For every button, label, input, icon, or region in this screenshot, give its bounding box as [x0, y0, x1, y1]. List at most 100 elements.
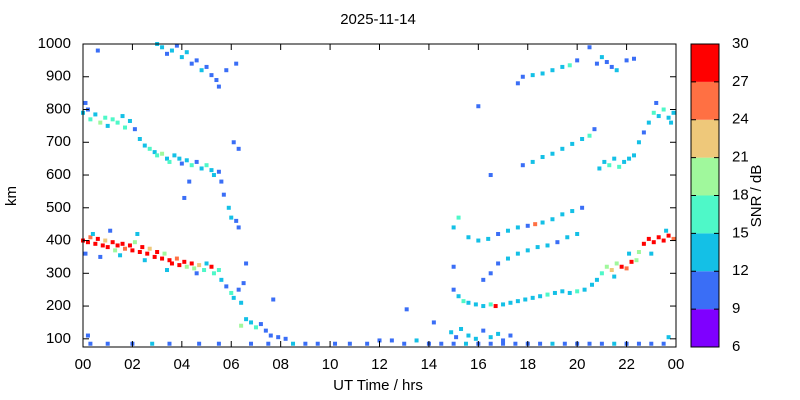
data-point — [177, 263, 182, 268]
x-tick-label: 14 — [421, 356, 438, 373]
data-point — [641, 130, 646, 135]
data-point — [140, 245, 145, 250]
data-point — [174, 256, 179, 261]
data-point — [160, 45, 165, 50]
data-point — [481, 304, 486, 309]
data-point — [567, 63, 572, 68]
data-point — [570, 209, 575, 214]
data-point — [249, 341, 254, 346]
y-axis-label: km — [3, 186, 20, 206]
colorbar-label: SNR / dB — [748, 165, 765, 228]
data-point — [236, 146, 241, 151]
data-point — [179, 161, 184, 166]
data-point — [488, 302, 493, 307]
data-point — [493, 304, 498, 309]
data-point — [204, 64, 209, 69]
x-axis-label: UT Time / hrs — [333, 377, 423, 394]
data-point — [515, 225, 520, 230]
x-tick-label: 00 — [668, 356, 685, 373]
data-point — [449, 330, 454, 335]
data-point — [88, 117, 93, 122]
data-point — [249, 320, 254, 325]
data-point — [560, 289, 565, 294]
data-point — [145, 251, 150, 256]
y-tick-label: 100 — [46, 330, 71, 347]
x-tick-label: 02 — [124, 356, 141, 373]
data-point — [636, 250, 641, 255]
data-point — [496, 231, 501, 236]
data-point — [194, 58, 199, 63]
data-point — [550, 68, 555, 73]
data-point — [631, 153, 636, 158]
data-point — [496, 261, 501, 266]
data-point — [266, 341, 271, 346]
data-point — [93, 112, 98, 117]
data-point — [147, 246, 152, 251]
data-point — [508, 333, 513, 338]
data-point — [172, 153, 177, 158]
data-point — [669, 120, 674, 125]
data-point — [236, 287, 241, 292]
data-point — [202, 268, 207, 273]
data-point — [182, 195, 187, 200]
data-point — [580, 205, 585, 210]
data-point — [636, 140, 641, 145]
data-point — [229, 290, 234, 295]
data-point — [629, 259, 634, 264]
data-point — [135, 231, 140, 236]
data-point — [599, 341, 604, 346]
x-tick-label: 08 — [272, 356, 289, 373]
data-point — [565, 235, 570, 240]
data-point — [661, 238, 666, 243]
data-point — [179, 55, 184, 60]
y-tick-label: 500 — [46, 199, 71, 216]
data-point — [560, 146, 565, 151]
data-point — [651, 110, 656, 115]
data-point — [505, 256, 510, 261]
data-point — [85, 240, 90, 245]
data-point — [597, 166, 602, 171]
data-point — [209, 73, 214, 78]
data-point — [216, 169, 221, 174]
data-point — [575, 231, 580, 236]
colorbar-tick-label: 6 — [732, 338, 740, 355]
data-point — [152, 150, 157, 155]
data-point — [476, 238, 481, 243]
data-point — [461, 299, 466, 304]
data-point — [93, 241, 98, 246]
x-tick-label: 10 — [322, 356, 339, 373]
data-point — [609, 268, 614, 273]
data-point — [95, 48, 100, 53]
data-point — [189, 163, 194, 168]
data-point — [552, 290, 557, 295]
data-point — [520, 163, 525, 168]
data-point — [132, 240, 137, 245]
data-point — [177, 156, 182, 161]
data-point — [209, 168, 214, 173]
data-point — [120, 241, 125, 246]
data-point — [132, 127, 137, 132]
colorbar-band — [691, 81, 719, 120]
data-point — [508, 300, 513, 305]
data-point — [115, 243, 120, 248]
data-point — [169, 261, 174, 266]
data-point — [389, 338, 394, 343]
data-point — [83, 100, 88, 105]
data-point — [130, 248, 135, 253]
data-point — [347, 341, 352, 346]
data-point — [241, 281, 246, 286]
data-point — [599, 55, 604, 60]
data-point — [431, 320, 436, 325]
colorbar-band — [691, 195, 719, 234]
data-point — [609, 64, 614, 69]
data-point — [451, 264, 456, 269]
data-point — [456, 215, 461, 220]
data-point — [624, 58, 629, 63]
data-point — [142, 258, 147, 263]
data-point — [463, 341, 468, 346]
data-point — [612, 274, 617, 279]
data-point — [656, 114, 661, 119]
data-point — [538, 341, 543, 346]
colorbar-tick-label: 21 — [732, 149, 749, 166]
